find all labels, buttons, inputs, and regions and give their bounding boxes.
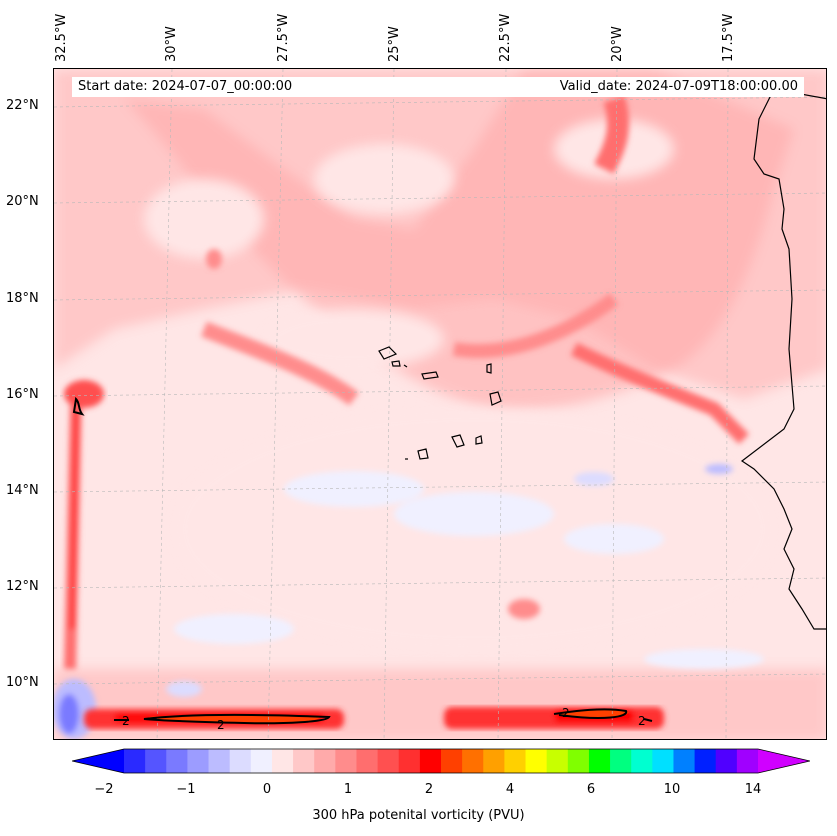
- lon-label-30w: 30°W: [164, 26, 179, 62]
- colorbar-label: 300 hPa potenital vorticity (PVU): [312, 808, 525, 823]
- lon-label-22-5w: 22.5°W: [498, 13, 513, 62]
- contour-label-2-b: 2: [217, 718, 225, 732]
- lon-label-32-5w: 32.5°W: [54, 13, 69, 62]
- colorbar-tick-2: 2: [424, 782, 434, 797]
- colorbar-segment: [314, 749, 336, 773]
- colorbar-segment: [504, 749, 527, 773]
- colorbar-segment: [398, 749, 421, 773]
- colorbar-tick-0: 0: [262, 782, 272, 797]
- graticule: [54, 69, 826, 739]
- pv-west-strip: [64, 380, 104, 670]
- colorbar-segment: [271, 749, 294, 773]
- colorbar-segment: [610, 749, 632, 773]
- colorbar-segment: [715, 749, 738, 773]
- colorbar-segment: [567, 749, 590, 773]
- lat-label-10n: 10°N: [6, 675, 39, 690]
- start-date-banner: Start date: 2024-07-07_00:00:00: [72, 77, 550, 97]
- colorbar-segment: [356, 749, 379, 773]
- colorbar-segment: [483, 749, 505, 773]
- pv-field: 2 2 2 2: [54, 69, 826, 739]
- colorbar-segment: [736, 749, 759, 773]
- colorbar-segment: [588, 749, 611, 773]
- colorbar-segment: [631, 749, 653, 773]
- lon-label-20w: 20°W: [610, 26, 625, 62]
- contour-label-2-d: 2: [638, 714, 646, 728]
- map-panel: 2 2 2 2 Start date: 2024-07-07_00:00:00 …: [53, 68, 827, 740]
- colorbar-segment: [525, 749, 548, 773]
- valid-date-banner: Valid_date: 2024-07-09T18:00:00.00: [538, 77, 804, 97]
- contour-label-2-a: 2: [122, 714, 130, 728]
- colorbar-segment: [694, 749, 717, 773]
- colorbar-tick-neg2: −2: [94, 782, 114, 797]
- lat-label-14n: 14°N: [6, 483, 39, 498]
- pv-moderate-streaks: [201, 95, 749, 619]
- colorbar-outline: [72, 748, 810, 774]
- colorbar-tick-14: 14: [744, 782, 762, 797]
- lon-label-27-5w: 27.5°W: [276, 13, 291, 62]
- colorbar-segment: [124, 749, 146, 773]
- lat-label-18n: 18°N: [6, 291, 39, 306]
- colorbar-over-arrow: [758, 749, 810, 773]
- colorbar-segment: [652, 749, 674, 773]
- colorbar-under-arrow: [72, 749, 124, 773]
- colorbar-segment: [441, 749, 463, 773]
- colorbar: [72, 748, 810, 774]
- lat-label-20n: 20°N: [6, 194, 39, 209]
- colorbar-tick-4: 4: [505, 782, 515, 797]
- colorbar-tick-1: 1: [343, 782, 353, 797]
- africa-coastline: [740, 88, 826, 630]
- colorbar-segment: [229, 749, 252, 773]
- lat-label-22n: 22°N: [6, 98, 39, 113]
- colorbar-tick-6: 6: [586, 782, 596, 797]
- colorbar-segment: [377, 749, 400, 773]
- cape-verde-islands: [378, 346, 502, 460]
- colorbar-segment: [335, 749, 357, 773]
- lon-label-25w: 25°W: [387, 26, 402, 62]
- colorbar-segment: [293, 749, 315, 773]
- colorbar-tick-neg1: −1: [176, 782, 196, 797]
- colorbar-segment: [208, 749, 231, 773]
- lat-label-16n: 16°N: [6, 387, 39, 402]
- lat-label-12n: 12°N: [6, 579, 39, 594]
- colorbar-tick-10: 10: [663, 782, 681, 797]
- contour-label-2-c: 2: [562, 706, 570, 720]
- colorbar-segment: [250, 749, 273, 773]
- colorbar-segment: [546, 749, 569, 773]
- colorbar-segment: [419, 749, 442, 773]
- colorbar-segment: [187, 749, 210, 773]
- colorbar-segment: [462, 749, 484, 773]
- lon-label-17-5w: 17.5°W: [721, 13, 736, 62]
- colorbar-segment: [145, 749, 167, 773]
- pv-2-contours: [72, 396, 653, 725]
- colorbar-segment: [673, 749, 696, 773]
- colorbar-segment: [166, 749, 188, 773]
